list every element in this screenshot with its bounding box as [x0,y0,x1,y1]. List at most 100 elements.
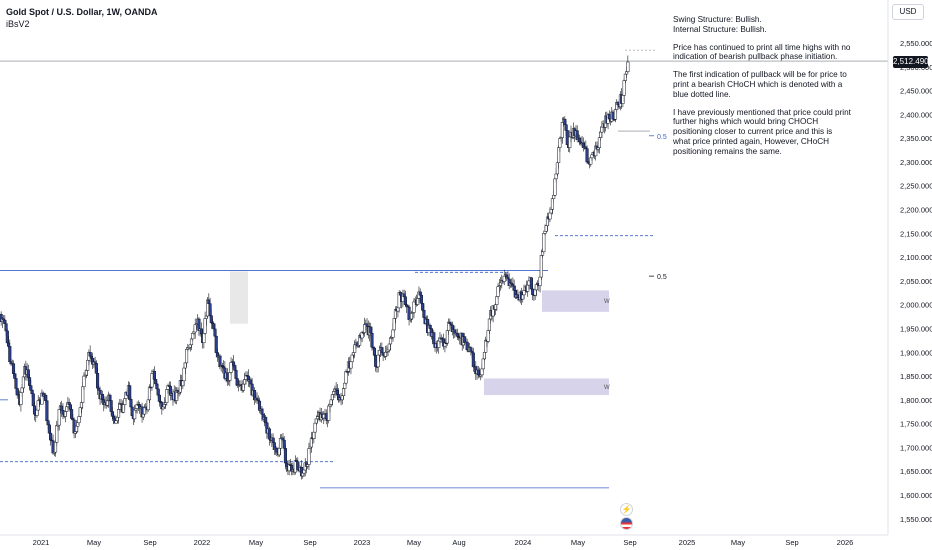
candle-up [78,407,82,417]
candle-down [531,288,535,295]
candle-down [512,285,516,291]
candle-down [380,347,384,354]
candle-up [307,448,311,465]
y-tick-label: 1,800.000 [900,396,932,405]
x-tick-label: May [731,538,745,547]
y-tick-label: 2,300.000 [900,158,932,167]
candle-up [55,425,59,443]
y-tick-label: 2,450.000 [900,87,932,96]
candle-up [622,80,626,96]
candle-up [482,352,487,360]
candle-up [278,438,283,449]
candle-down [249,379,253,385]
candle-up [302,469,306,474]
candle-up [543,231,547,234]
candle-down [45,400,49,422]
candle-up [548,212,552,220]
candle-up [74,425,79,432]
candle-up [554,173,558,180]
candle-down [89,355,93,359]
candle-up [542,233,546,253]
candle-up [625,71,629,75]
candle-down [529,277,533,290]
candle-up [626,61,630,72]
x-tick-label: Sep [623,538,636,547]
candle-down [155,383,159,390]
x-tick-label: May [407,538,421,547]
candle-up [123,398,127,405]
x-tick-label: 2024 [515,538,532,547]
candle-down [260,408,264,415]
candle-down [271,437,275,443]
candle-down [419,294,423,304]
candle-down [476,369,480,375]
candle-up [550,198,555,210]
candle-down [255,397,259,401]
candle-up [105,400,110,406]
candle-up [568,136,572,148]
candle-up [243,379,247,385]
candle-up [553,178,557,196]
candle-down [516,294,520,298]
candle-up [19,392,23,405]
candle-down [365,323,369,327]
y-tick-label: 2,550.000 [900,39,932,48]
indicator-label: iBsV2 [6,19,30,29]
candle-up [147,386,152,401]
zone-label: W [604,299,610,305]
x-tick-label: Sep [303,538,316,547]
candle-up [189,338,194,346]
candle-up [377,349,381,356]
candle-down [422,309,426,318]
candle-down [207,299,211,304]
candle-down [584,146,588,149]
currency-button[interactable]: USD [892,4,924,20]
us-flag-icon[interactable] [620,517,633,530]
candle-down [231,361,236,366]
candle-up [316,416,320,420]
candle-up [277,448,281,456]
candle-up [309,437,313,448]
candle-up [341,388,346,396]
x-tick-label: May [571,538,585,547]
lightning-icon[interactable]: ⚡ [620,503,633,516]
candle-up [590,154,594,159]
candle-down [11,363,16,374]
candle-up [114,420,118,424]
y-tick-label: 2,400.000 [900,110,932,119]
candle-up [527,280,531,286]
candle-down [88,352,92,357]
candle-down [370,332,374,348]
candle-down [285,462,289,467]
candle-down [61,409,65,415]
x-tick-label: 2025 [679,538,696,547]
candle-down [432,332,436,345]
chart-legend: Gold Spot / U.S. Dollar, 1W, OANDA iBsV2 [6,6,158,30]
candle-up [363,324,367,333]
candle-down [8,346,12,363]
y-tick-label: 1,850.000 [900,372,932,381]
candle-down [565,130,569,145]
candle-up [121,404,126,413]
candle-up [437,340,441,348]
candle-down [60,405,64,411]
candle-up [376,354,380,368]
candle-up [57,409,61,426]
candle-down [209,315,213,324]
y-tick-label: 2,000.000 [900,301,932,310]
candle-up [241,383,245,391]
candle-up [498,282,503,286]
candle-down [563,118,567,125]
candle-down [109,400,113,412]
y-tick-label: 1,550.000 [900,515,932,524]
candle-down [44,394,48,401]
candle-down [129,399,133,408]
candle-up [487,318,491,331]
y-tick-label: 2,350.000 [900,134,932,143]
candle-up [343,382,347,389]
candle-up [36,400,40,411]
candle-down [471,352,475,368]
candle-up [77,416,81,423]
candle-down [418,291,422,296]
